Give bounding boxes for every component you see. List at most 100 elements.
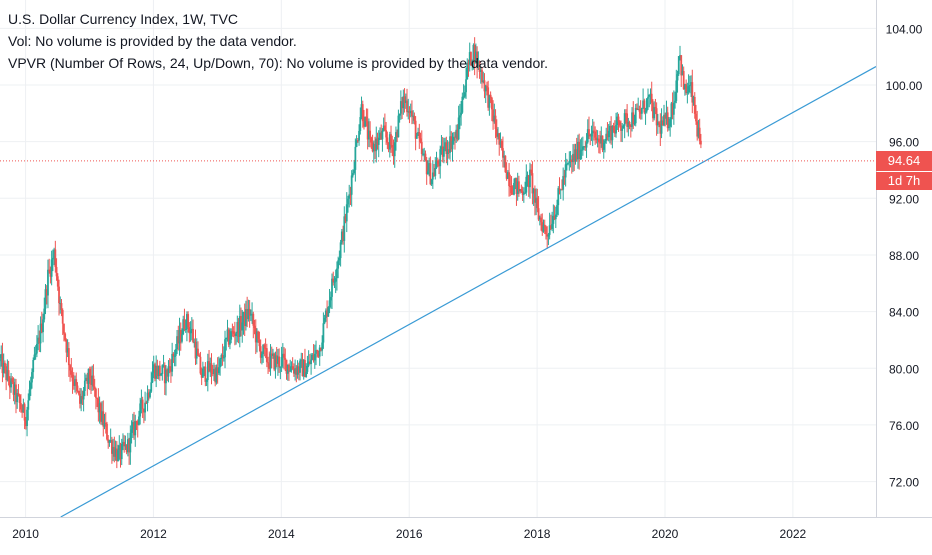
candle-body: [203, 366, 206, 369]
candle-body: [112, 446, 115, 454]
y-tick-label: 80.00: [889, 362, 919, 376]
candle-body: [686, 92, 689, 94]
candle-body: [349, 194, 352, 196]
candle-body: [257, 331, 260, 340]
candle-body: [178, 330, 181, 344]
candle-body: [452, 136, 455, 141]
candle-body: [679, 55, 681, 57]
candle-body: [184, 329, 187, 331]
candle-body: [674, 100, 676, 103]
candle-body: [83, 380, 86, 391]
candle-body: [334, 278, 337, 282]
candle-body: [473, 44, 476, 64]
candle-body: [157, 365, 160, 377]
candle-body: [419, 138, 422, 142]
candle-body: [140, 399, 143, 404]
candle-body: [301, 359, 304, 377]
candle-body: [154, 364, 156, 379]
candle-body: [11, 378, 14, 383]
candle-body: [363, 121, 365, 127]
candle-body: [392, 147, 395, 157]
candle-body: [434, 168, 437, 176]
candle-body: [318, 347, 321, 357]
symbol-title[interactable]: U.S. Dollar Currency Index, 1W, TVC: [8, 11, 239, 27]
candle-body: [659, 123, 662, 134]
candle-body: [181, 334, 183, 342]
candle-body: [26, 409, 28, 427]
candle-body: [391, 144, 394, 148]
axes[interactable]: 72.00 76.00 80.00 84.00 88.00 92.00 96.00 100.0…: [0, 0, 932, 541]
candle-body: [76, 385, 79, 391]
candle-body: [526, 175, 529, 177]
candle-body: [605, 133, 608, 141]
candle-body: [455, 129, 458, 138]
candle-body: [7, 370, 10, 381]
candle-body: [407, 110, 410, 113]
candle-body: [174, 349, 177, 356]
candle-body: [524, 192, 526, 194]
candle-body: [596, 138, 599, 141]
candle-body: [219, 359, 222, 368]
candle-body: [569, 159, 572, 161]
candle-body: [514, 178, 517, 183]
candle-body: [221, 355, 224, 358]
candle-body: [80, 396, 83, 404]
candle-body: [388, 134, 391, 150]
candle-body: [492, 109, 494, 122]
candle-body: [542, 224, 545, 232]
candle-body: [647, 96, 649, 99]
candle-body: [211, 372, 214, 374]
candle-body: [247, 308, 250, 320]
candle-body: [200, 373, 203, 378]
candle-body: [251, 313, 253, 315]
candle-body: [411, 110, 413, 117]
candle-body: [261, 354, 263, 358]
candle-body: [70, 370, 73, 375]
candle-body: [661, 120, 664, 126]
candle-body: [370, 137, 373, 143]
candle-body: [589, 134, 592, 137]
candle-body: [267, 362, 269, 364]
candle-body: [326, 310, 328, 317]
candle-body: [513, 182, 515, 195]
vpvr-indicator-note[interactable]: VPVR (Number Of Rows, 24, Up/Down, 70): …: [8, 55, 549, 71]
candle-body: [27, 400, 30, 410]
candle-body: [401, 101, 403, 109]
candle-body: [173, 355, 176, 357]
candle-body: [289, 370, 292, 372]
candle-body: [17, 393, 20, 396]
candle-body: [96, 397, 99, 399]
candle-body: [189, 330, 192, 334]
volume-indicator-note[interactable]: Vol: No volume is provided by the data v…: [8, 33, 297, 49]
candle-body: [515, 178, 518, 194]
candle-body: [511, 193, 514, 195]
candle-body: [97, 398, 100, 413]
candle-body: [117, 450, 119, 462]
candle-body: [166, 369, 169, 377]
candle-body: [56, 276, 59, 287]
candle-body: [677, 56, 680, 75]
candle-body: [177, 336, 180, 344]
candle-body: [158, 365, 161, 376]
candle-body: [616, 116, 619, 126]
candle-body: [285, 359, 288, 374]
candle-body: [620, 125, 622, 131]
candle-body: [71, 374, 74, 382]
candle-body: [187, 314, 190, 328]
candle-body: [359, 117, 362, 131]
candle-body: [546, 234, 549, 237]
candle-body: [552, 215, 555, 224]
candle-body: [95, 388, 97, 398]
candle-body: [660, 120, 663, 134]
trendline[interactable]: [60, 66, 877, 518]
candle-body: [530, 169, 533, 174]
candle-body: [65, 339, 68, 353]
candle-body: [2, 362, 5, 374]
candle-body: [613, 129, 616, 134]
candle-body: [259, 346, 262, 358]
candle-body: [344, 216, 347, 222]
candle-body: [409, 110, 412, 114]
candle-body: [500, 140, 503, 149]
